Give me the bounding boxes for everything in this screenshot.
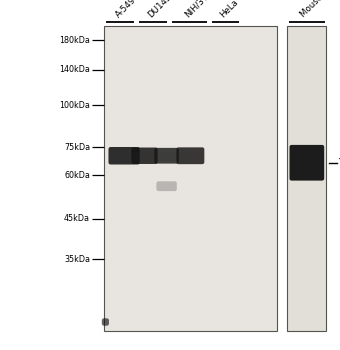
Text: 180kDa: 180kDa [59, 36, 90, 45]
FancyBboxPatch shape [156, 153, 177, 161]
Text: 100kDa: 100kDa [59, 100, 90, 110]
Text: HeLa: HeLa [218, 0, 240, 19]
Bar [287, 26, 326, 331]
FancyBboxPatch shape [176, 147, 204, 164]
Text: NIH/3T3: NIH/3T3 [182, 0, 213, 19]
FancyBboxPatch shape [178, 153, 203, 161]
Text: YAP1: YAP1 [338, 158, 340, 168]
Text: DU145: DU145 [146, 0, 173, 19]
Text: Mouse lung: Mouse lung [299, 0, 340, 19]
FancyBboxPatch shape [154, 148, 179, 163]
Text: A-549: A-549 [114, 0, 138, 19]
Bar [104, 26, 277, 331]
FancyBboxPatch shape [102, 318, 109, 326]
Text: 140kDa: 140kDa [59, 65, 90, 75]
FancyBboxPatch shape [108, 147, 140, 164]
FancyBboxPatch shape [156, 181, 177, 191]
Text: 75kDa: 75kDa [64, 142, 90, 152]
Text: 35kDa: 35kDa [64, 254, 90, 264]
FancyBboxPatch shape [289, 145, 324, 181]
FancyBboxPatch shape [133, 153, 156, 161]
Text: 45kDa: 45kDa [64, 214, 90, 223]
Text: 60kDa: 60kDa [64, 170, 90, 180]
FancyBboxPatch shape [110, 152, 138, 161]
FancyBboxPatch shape [131, 147, 157, 164]
